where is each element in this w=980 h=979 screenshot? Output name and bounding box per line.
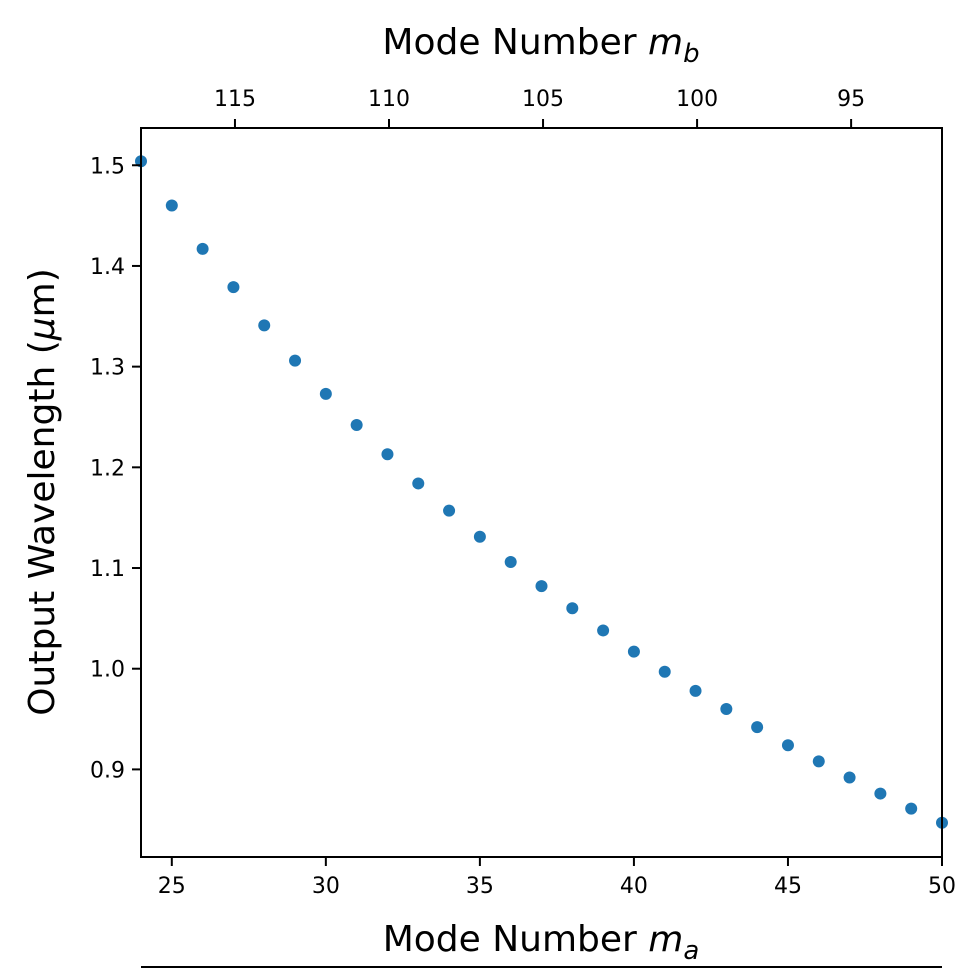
data-point xyxy=(412,477,425,490)
top-tick-label: 105 xyxy=(522,87,564,112)
data-point xyxy=(319,387,332,400)
top-tick-label: 95 xyxy=(837,87,865,112)
data-point xyxy=(443,504,456,517)
y-tick-label: 1.4 xyxy=(90,255,125,280)
bottom-x-axis-title: Mode Number ma xyxy=(383,919,700,966)
y-axis-ticks: 0.9 1.0 1.1 1.2 1.3 1.4 1.5 xyxy=(90,154,141,783)
data-point xyxy=(874,787,887,800)
top-tick-label: 115 xyxy=(214,87,256,112)
data-point xyxy=(720,702,733,715)
y-tick-label: 1.0 xyxy=(90,658,125,683)
data-point xyxy=(473,530,486,543)
data-point xyxy=(751,721,764,734)
x-tick-label: 50 xyxy=(928,874,956,899)
x-tick-label: 25 xyxy=(158,874,186,899)
y-tick-label: 1.2 xyxy=(90,456,125,481)
data-point xyxy=(227,281,240,294)
data-point xyxy=(812,755,825,768)
data-point xyxy=(689,684,702,697)
top-x-axis-ticks: 115 110 105 100 95 xyxy=(214,87,865,128)
data-point xyxy=(597,624,610,637)
x-tick-label: 30 xyxy=(312,874,340,899)
x-tick-label: 40 xyxy=(620,874,648,899)
data-point xyxy=(781,739,794,752)
y-tick-label: 1.3 xyxy=(90,356,125,381)
data-point xyxy=(843,771,856,784)
x-tick-label: 35 xyxy=(466,874,494,899)
y-tick-label: 1.1 xyxy=(90,557,125,582)
data-point xyxy=(504,555,517,568)
data-points xyxy=(135,155,948,829)
data-point xyxy=(165,199,178,212)
bottom-x-axis-ticks: 25 30 35 40 45 50 xyxy=(158,857,956,899)
data-point xyxy=(196,242,209,255)
top-tick-label: 100 xyxy=(676,87,718,112)
data-point xyxy=(350,419,363,432)
data-point xyxy=(381,448,394,461)
data-point xyxy=(658,665,671,678)
data-point xyxy=(905,802,918,815)
y-tick-label: 1.5 xyxy=(90,154,125,179)
data-point xyxy=(289,354,302,367)
plot-frame xyxy=(140,127,943,858)
data-point xyxy=(627,645,640,658)
x-tick-label: 45 xyxy=(774,874,802,899)
top-tick-label: 110 xyxy=(368,87,410,112)
top-x-axis-title: Mode Number mb xyxy=(382,22,699,69)
data-point xyxy=(535,580,548,593)
data-point xyxy=(258,319,271,332)
y-axis-title: Output Wavelength (μm) xyxy=(22,268,63,716)
y-tick-label: 0.9 xyxy=(90,758,125,783)
data-point xyxy=(566,602,579,615)
